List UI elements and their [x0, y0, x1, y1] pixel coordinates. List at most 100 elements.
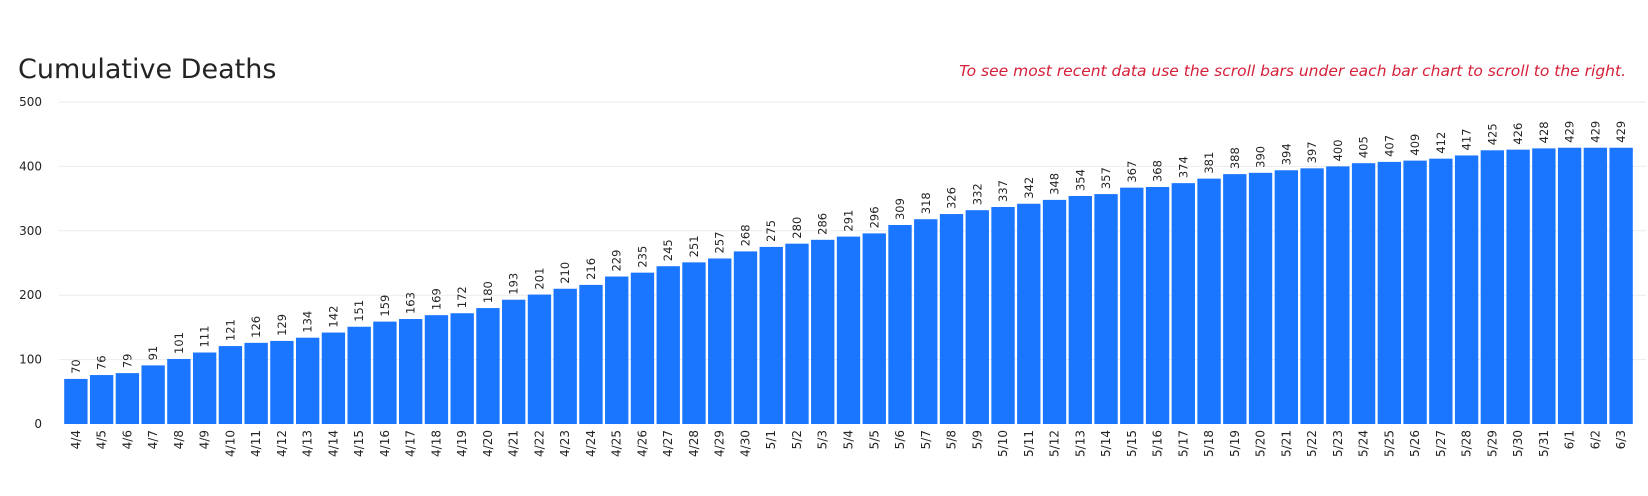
- x-tick-label: 5/18: [1202, 430, 1216, 457]
- x-tick-label: 5/4: [842, 430, 856, 449]
- bar: [141, 365, 165, 424]
- data-label: 348: [1048, 173, 1062, 195]
- data-label: 296: [867, 206, 881, 228]
- data-label: 159: [378, 295, 392, 317]
- data-label: 417: [1460, 128, 1474, 150]
- x-tick-label: 5/5: [867, 430, 881, 449]
- data-label: 142: [326, 306, 340, 328]
- bar: [785, 243, 809, 424]
- x-tick-label: 4/9: [198, 430, 212, 449]
- bar: [373, 321, 397, 424]
- x-tick-label: 5/9: [970, 430, 984, 449]
- data-label: 126: [249, 316, 263, 338]
- bar: [605, 276, 629, 424]
- bar: [579, 284, 603, 424]
- x-tick-label: 4/24: [584, 430, 598, 457]
- x-tick-label: 5/3: [816, 430, 830, 449]
- x-tick-label: 5/16: [1151, 430, 1165, 457]
- data-label: 426: [1511, 123, 1525, 145]
- data-label: 407: [1382, 135, 1396, 157]
- x-tick-label: 4/11: [249, 430, 263, 457]
- data-label: 257: [713, 232, 727, 254]
- bar: [1068, 196, 1092, 424]
- x-tick-label: 5/12: [1048, 430, 1062, 457]
- bars: [64, 147, 1633, 425]
- data-label: 268: [738, 224, 752, 246]
- bar: [64, 378, 88, 424]
- data-label: 275: [764, 220, 778, 242]
- x-tick-label: 4/5: [95, 430, 109, 449]
- bar: [836, 236, 861, 424]
- x-tick-label: 4/23: [558, 430, 572, 457]
- x-tick-label: 5/7: [919, 430, 933, 449]
- x-tick-label: 5/1: [764, 430, 778, 449]
- data-label: 201: [532, 268, 546, 290]
- x-tick-label: 5/15: [1125, 430, 1139, 457]
- bar: [1454, 155, 1479, 424]
- bar: [476, 308, 500, 424]
- bar: [1532, 148, 1556, 425]
- x-tick-label: 4/27: [661, 430, 675, 457]
- data-label: 429: [1563, 121, 1577, 143]
- bar: [192, 352, 217, 424]
- y-tick-label: 200: [19, 288, 42, 302]
- bar: [811, 239, 835, 424]
- bar: [939, 214, 964, 424]
- bar: [553, 288, 577, 424]
- data-label: 216: [584, 258, 598, 280]
- bar: [1274, 170, 1298, 424]
- x-tick-label: 5/13: [1073, 430, 1087, 457]
- data-label: 342: [1022, 177, 1036, 199]
- data-label: 412: [1434, 132, 1448, 154]
- y-axis-ticks: 0 100 200 300 400 500: [19, 95, 42, 431]
- data-label: 326: [945, 187, 959, 209]
- x-tick-label: 5/8: [945, 430, 959, 449]
- data-label: 101: [172, 332, 186, 354]
- data-label: 428: [1537, 121, 1551, 143]
- bar: [1506, 149, 1530, 424]
- data-label: 70: [69, 359, 83, 374]
- bar: [321, 332, 346, 424]
- x-tick-label: 4/28: [687, 430, 701, 457]
- x-tick-label: 5/21: [1279, 430, 1293, 457]
- x-tick-label: 4/18: [429, 430, 443, 457]
- bar: [1429, 158, 1453, 424]
- data-label: 397: [1305, 141, 1319, 163]
- bar: [1248, 172, 1273, 424]
- x-tick-label: 4/7: [146, 430, 160, 449]
- x-tick-label: 4/13: [301, 430, 315, 457]
- data-label: 129: [275, 314, 289, 336]
- data-label: 405: [1357, 136, 1371, 158]
- x-tick-label: 4/29: [713, 430, 727, 457]
- x-tick-label: 5/10: [996, 430, 1010, 457]
- x-tick-label: 5/11: [1022, 430, 1036, 457]
- data-label: 121: [223, 319, 237, 341]
- data-label: 394: [1279, 143, 1293, 165]
- data-label: 429: [1614, 121, 1628, 143]
- bar: [1300, 168, 1324, 424]
- data-label: 193: [507, 273, 521, 295]
- bar: [527, 294, 552, 424]
- x-tick-label: 5/2: [790, 430, 804, 449]
- y-tick-label: 100: [19, 353, 42, 367]
- x-tick-label: 4/14: [326, 430, 340, 457]
- bar: [167, 358, 191, 424]
- data-label: 374: [1176, 156, 1190, 178]
- bar: [630, 272, 655, 424]
- data-label: 425: [1485, 123, 1499, 145]
- bar: [1094, 194, 1118, 424]
- x-tick-label: 4/25: [610, 430, 624, 457]
- bar: [450, 313, 474, 424]
- x-tick-label: 5/20: [1254, 430, 1268, 457]
- data-label: 337: [996, 180, 1010, 202]
- x-tick-label: 4/19: [455, 430, 469, 457]
- bar: [759, 246, 783, 424]
- x-tick-label: 4/15: [352, 430, 366, 457]
- data-label: 251: [687, 235, 701, 257]
- x-tick-label: 4/16: [378, 430, 392, 457]
- data-label: 409: [1408, 134, 1422, 156]
- data-label: 368: [1151, 160, 1165, 182]
- bar: [656, 266, 680, 424]
- data-label: 111: [198, 326, 212, 348]
